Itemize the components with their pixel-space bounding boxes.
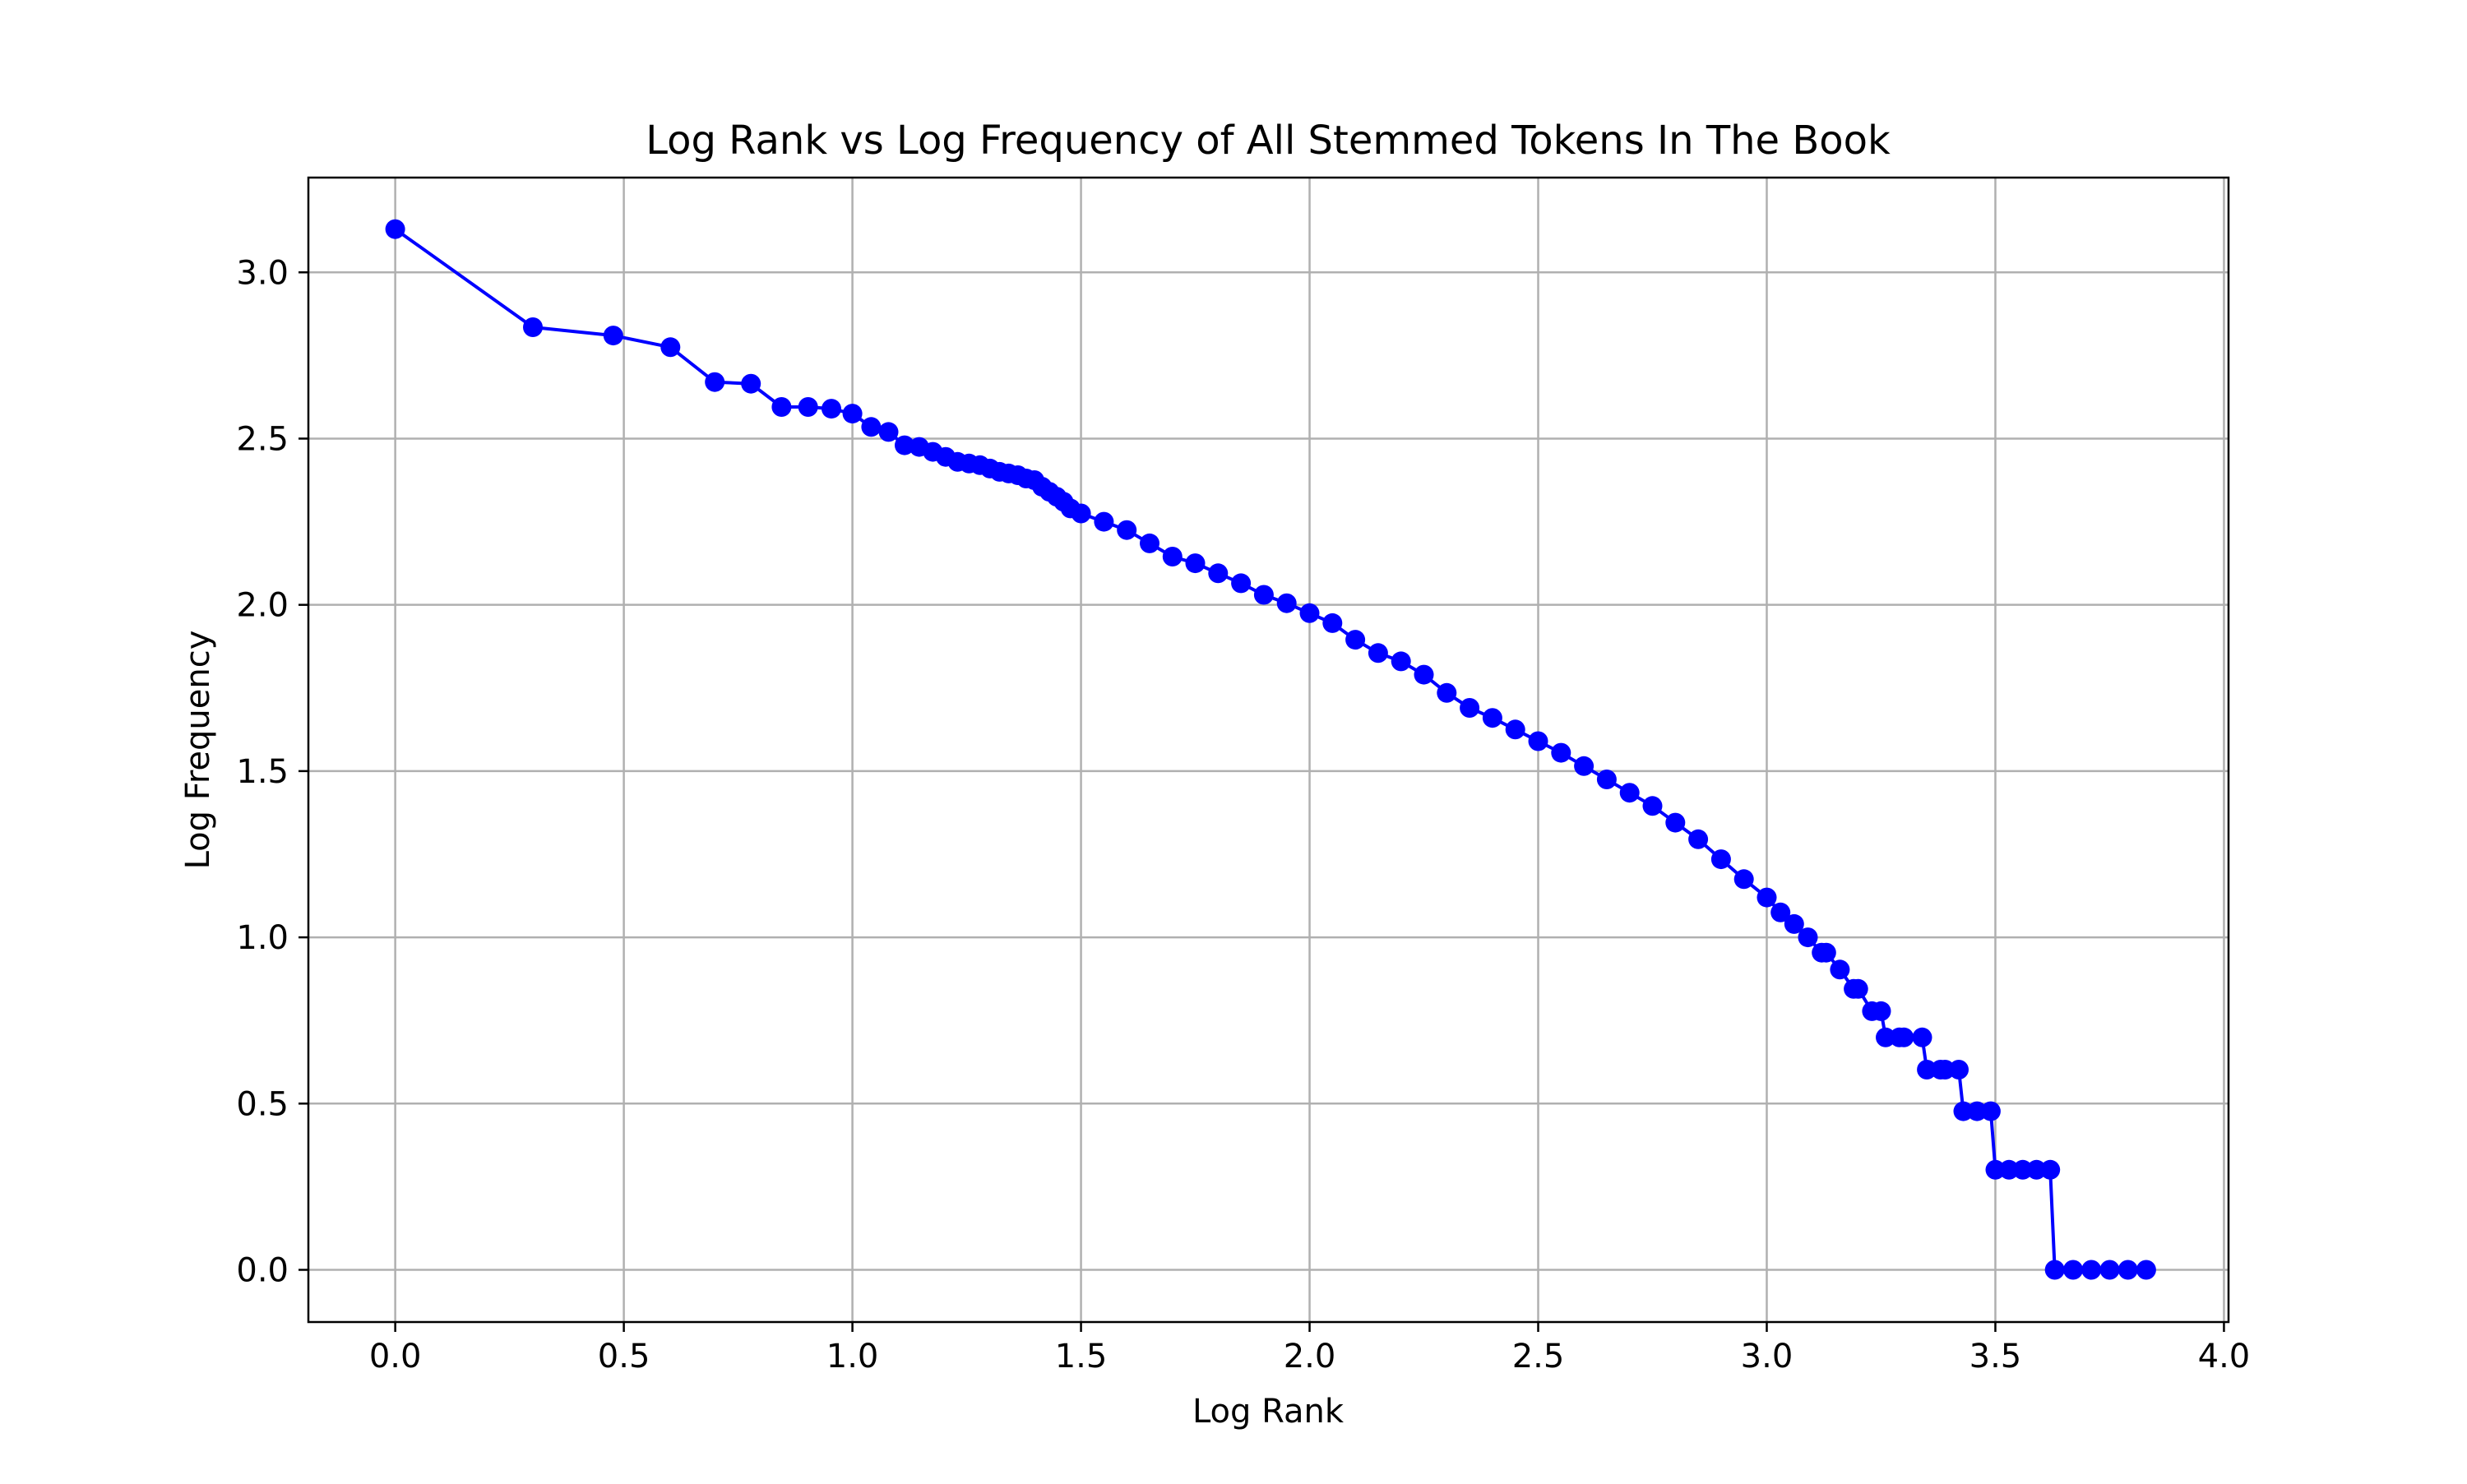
data-point: [523, 317, 543, 337]
data-point: [1757, 887, 1777, 908]
data-point: [1949, 1060, 1969, 1079]
data-point: [1642, 796, 1663, 816]
data-point: [1710, 849, 1731, 870]
data-point: [1322, 613, 1343, 633]
data-point: [741, 373, 761, 394]
x-tick-label: 1.5: [1055, 1338, 1108, 1375]
data-point: [1437, 682, 1457, 703]
x-tick-label: 3.5: [1969, 1338, 2022, 1375]
data-point: [1574, 756, 1595, 776]
data-point: [1368, 643, 1388, 663]
series-layer: [385, 219, 2156, 1280]
data-point: [1876, 1027, 1895, 1047]
data-point: [1391, 651, 1411, 672]
data-point: [1414, 664, 1434, 685]
data-point: [1967, 1101, 1988, 1121]
data-point: [1208, 563, 1229, 584]
data-point: [1505, 719, 1525, 740]
data-point: [2063, 1260, 2083, 1280]
data-point: [1665, 812, 1686, 833]
x-tick-label: 0.0: [369, 1338, 422, 1375]
x-tick-label: 2.0: [1284, 1338, 1336, 1375]
data-point: [1094, 511, 1114, 532]
y-axis-label: Log Frequency: [179, 631, 217, 870]
y-tick-label: 0.5: [236, 1085, 289, 1123]
data-point: [1848, 978, 1868, 999]
data-point: [603, 326, 623, 346]
data-point: [1798, 927, 1818, 948]
x-axis-label: Log Rank: [1192, 1393, 1345, 1431]
data-point: [1619, 783, 1640, 803]
data-point: [1071, 503, 1091, 524]
data-point: [878, 422, 899, 442]
x-tick-label: 4.0: [2198, 1338, 2251, 1375]
data-point: [2040, 1159, 2061, 1180]
y-tick-label: 2.5: [236, 420, 289, 458]
y-tick-label: 1.0: [236, 919, 289, 957]
data-point: [1596, 770, 1617, 789]
data-point: [1460, 698, 1480, 718]
data-point: [1117, 520, 1137, 540]
data-point: [1953, 1101, 1974, 1121]
data-point: [1345, 630, 1366, 650]
chart-title: Log Rank vs Log Frequency of All Stemmed…: [646, 118, 1891, 164]
data-point: [1733, 869, 1754, 890]
x-tick-label: 2.5: [1512, 1338, 1565, 1375]
data-point: [1917, 1060, 1937, 1079]
y-tick-label: 0.0: [236, 1252, 289, 1290]
data-point: [822, 399, 841, 419]
data-point: [2136, 1260, 2156, 1280]
data-point: [1871, 1001, 1891, 1021]
data-point: [1185, 553, 1206, 574]
data-point: [1688, 829, 1709, 849]
x-tick-label: 3.0: [1741, 1338, 1794, 1375]
data-point: [1784, 913, 1804, 934]
data-point: [1912, 1027, 1932, 1047]
data-point: [1140, 533, 1159, 553]
data-point: [2026, 1159, 2047, 1180]
data-point: [385, 219, 405, 239]
data-point: [861, 417, 882, 437]
data-point: [1253, 585, 1274, 605]
data-point: [2099, 1260, 2120, 1280]
data-point: [1980, 1101, 2001, 1121]
data-point: [1528, 731, 1548, 751]
data-point: [798, 397, 818, 417]
data-point: [771, 397, 792, 417]
data-point: [1830, 959, 1850, 980]
x-tick-label: 0.5: [598, 1338, 650, 1375]
data-point: [1770, 902, 1791, 922]
data-point: [1231, 573, 1252, 594]
data-point: [2012, 1159, 2033, 1180]
tick-layer: 0.0 0.5 1.0 1.5 2.0 2.5 3.0 3.5 4.0 0.0 0.5 1.0 1.5 2…: [236, 254, 2250, 1375]
data-point: [2118, 1260, 2138, 1280]
data-point: [1276, 593, 1297, 613]
data-point: [2044, 1260, 2065, 1280]
y-tick-label: 1.5: [236, 753, 289, 791]
x-tick-label: 1.0: [826, 1338, 879, 1375]
data-point: [1999, 1159, 2020, 1180]
y-tick-label: 2.0: [236, 587, 289, 625]
data-point: [1935, 1060, 1956, 1079]
data-point: [842, 404, 863, 424]
data-point: [660, 337, 681, 358]
data-point: [895, 435, 914, 455]
data-point: [705, 372, 725, 392]
data-point: [1816, 942, 1836, 963]
plot-frame: [307, 176, 2230, 1324]
data-point: [1482, 708, 1502, 728]
data-point: [1551, 742, 1571, 763]
data-point: [1299, 603, 1320, 623]
data-point: [2081, 1260, 2102, 1280]
data-point: [1162, 547, 1183, 566]
data-point: [1894, 1027, 1914, 1047]
y-tick-label: 3.0: [236, 254, 289, 292]
data-point: [1985, 1159, 2006, 1180]
